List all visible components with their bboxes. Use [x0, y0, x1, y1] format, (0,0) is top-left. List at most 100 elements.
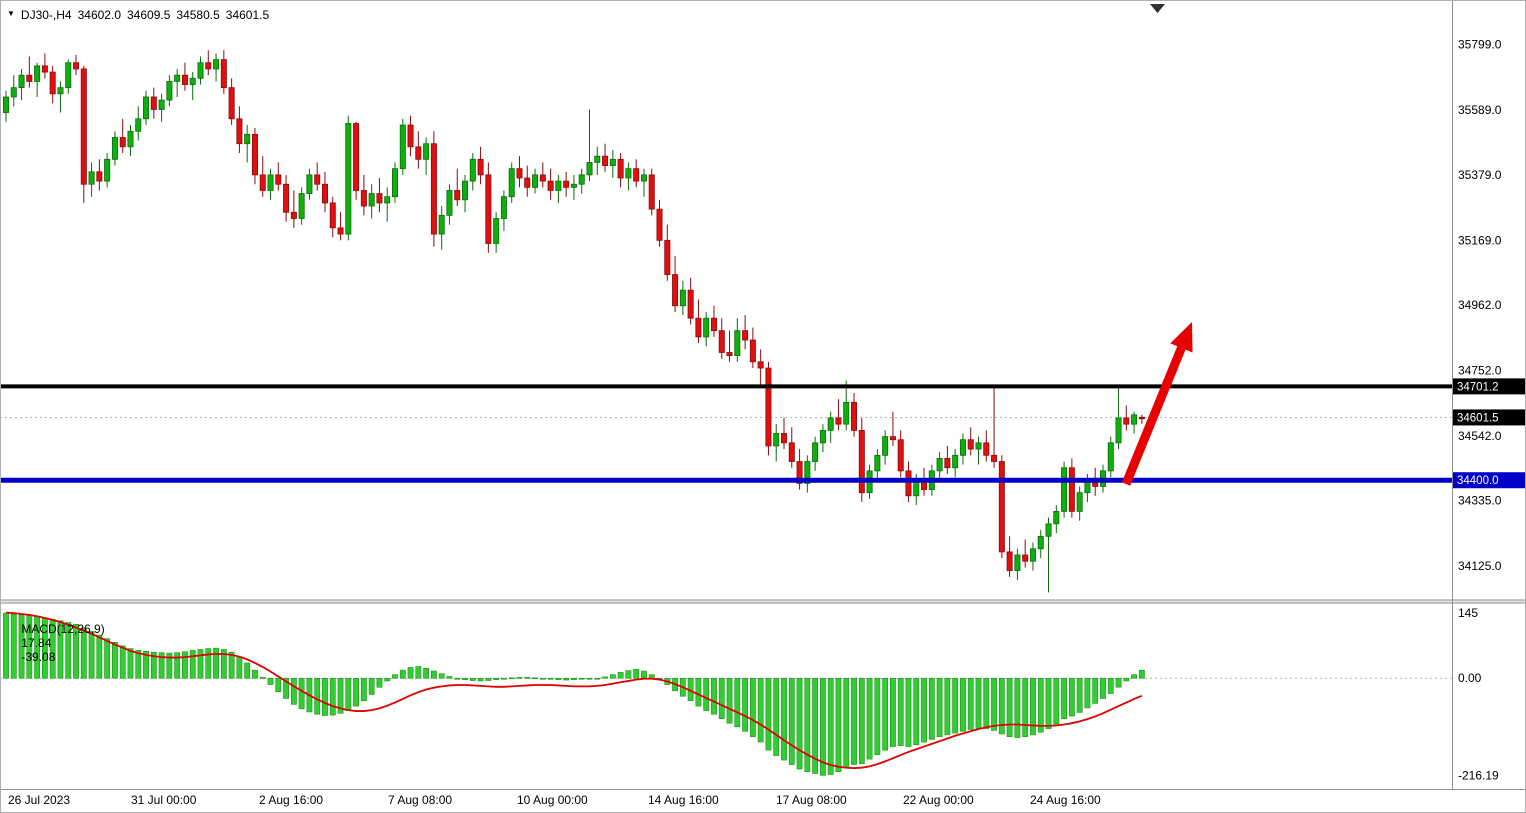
- candle-body: [959, 439, 966, 456]
- macd-histogram: [3, 612, 1145, 776]
- resistance-price-label-text: 34701.2: [1457, 381, 1499, 393]
- time-tick-label: 26 Jul 2023: [8, 793, 70, 807]
- macd-histogram-bar: [796, 677, 803, 770]
- candle-body: [742, 330, 749, 341]
- macd-histogram-bar: [734, 677, 741, 728]
- candle-body: [391, 168, 398, 198]
- candle-body: [213, 59, 220, 70]
- macd-histogram-bar: [1022, 677, 1029, 737]
- candle-body: [244, 133, 251, 145]
- candle-body: [936, 458, 943, 472]
- macd-histogram-bar: [88, 631, 95, 679]
- collapse-triangle-icon[interactable]: ▼: [7, 9, 15, 18]
- open-value: 34602.0: [77, 8, 121, 22]
- macd-tick-label: 145: [1458, 606, 1478, 620]
- macd-histogram-bar: [788, 677, 795, 765]
- time-tick-label: 2 Aug 16:00: [259, 793, 323, 807]
- candle-body: [337, 227, 344, 235]
- macd-histogram-bar: [189, 650, 196, 679]
- macd-histogram-bar: [913, 677, 920, 746]
- macd-histogram-bar: [143, 650, 149, 679]
- macd-histogram-bar: [244, 662, 251, 679]
- time-tick-label: 17 Aug 08:00: [776, 793, 847, 807]
- candle-body: [1014, 554, 1021, 571]
- chart-shift-marker-icon[interactable]: [1150, 4, 1165, 13]
- candle-body: [975, 442, 982, 450]
- candle-body: [734, 330, 741, 356]
- macd-histogram-bar: [322, 677, 328, 716]
- candle-body: [773, 433, 780, 447]
- macd-name-label: MACD(12,26,9): [21, 622, 105, 636]
- macd-histogram-bar: [890, 677, 896, 747]
- candle-body: [897, 439, 904, 472]
- macd-tick-label: 0.00: [1458, 671, 1482, 685]
- macd-histogram-bar: [1014, 677, 1021, 738]
- macd-histogram-bar: [858, 677, 865, 764]
- macd-histogram-bar: [1045, 677, 1052, 729]
- macd-histogram-bar: [104, 638, 111, 679]
- macd-histogram-bar: [921, 677, 927, 743]
- current-price-label-text: 34601.5: [1457, 412, 1499, 424]
- candle-body: [485, 174, 492, 244]
- macd-histogram-bar: [983, 677, 990, 729]
- macd-histogram-bar: [174, 652, 181, 679]
- candle-body: [197, 62, 204, 79]
- candle-body: [423, 143, 430, 160]
- candle-body: [609, 158, 616, 166]
- candle-body: [290, 211, 297, 219]
- candle-body: [18, 74, 25, 89]
- macd-histogram-bar: [392, 674, 398, 679]
- price-tick-label: 35799.0: [1458, 37, 1502, 51]
- macd-histogram-bar: [812, 677, 819, 774]
- candle-body: [1006, 551, 1013, 571]
- candle-body: [516, 168, 523, 179]
- candle-body: [259, 174, 266, 191]
- macd-histogram-bar: [252, 669, 258, 679]
- candle-body: [656, 208, 663, 241]
- price-tick-label: 34752.0: [1458, 364, 1502, 378]
- candle-body: [57, 87, 64, 95]
- macd-histogram-bar: [835, 677, 842, 773]
- macd-histogram-bar: [718, 677, 725, 719]
- macd-histogram-bar: [563, 677, 570, 681]
- macd-histogram-bar: [477, 677, 484, 682]
- macd-histogram-bar: [594, 677, 601, 680]
- macd-histogram-bar: [928, 677, 935, 740]
- candle-body: [384, 196, 391, 204]
- candle-body: [889, 436, 896, 441]
- macd-histogram-bar: [213, 647, 219, 679]
- candle-body: [539, 174, 546, 182]
- macd-histogram-bar: [578, 677, 585, 680]
- candle-body: [726, 352, 733, 356]
- macd-histogram-bar: [1123, 677, 1130, 682]
- macd-histogram-bar: [80, 627, 87, 679]
- macd-histogram-bar: [1084, 677, 1091, 709]
- panel-divider[interactable]: [0, 600, 1526, 603]
- candlestick-series: [3, 50, 1145, 593]
- candle-body: [174, 74, 181, 82]
- macd-histogram-bar: [819, 677, 826, 776]
- candle-body: [672, 274, 679, 307]
- candle-body: [602, 155, 609, 166]
- price-tick-label: 34125.0: [1458, 559, 1502, 573]
- macd-histogram-bar: [508, 677, 515, 680]
- macd-histogram-bar: [960, 677, 966, 732]
- macd-histogram-bar: [96, 634, 103, 679]
- trend-arrow-shaft[interactable]: [1121, 346, 1186, 486]
- close-value: 34601.5: [225, 8, 270, 22]
- high-value: 34609.5: [127, 8, 171, 22]
- candle-body: [703, 317, 710, 338]
- candle-body: [407, 124, 414, 148]
- price-tick-label: 34962.0: [1458, 298, 1502, 312]
- price-tick-label: 34335.0: [1458, 493, 1502, 507]
- macd-histogram-bar: [399, 669, 406, 679]
- candle-body: [462, 180, 469, 201]
- macd-histogram-bar: [843, 677, 850, 768]
- macd-histogram-bar: [1061, 677, 1067, 719]
- candle-body: [718, 330, 725, 353]
- candle-body: [96, 171, 103, 182]
- price-tick-label: 35169.0: [1458, 234, 1502, 248]
- trend-arrow-head[interactable]: [1170, 322, 1193, 353]
- candle-body: [267, 174, 274, 191]
